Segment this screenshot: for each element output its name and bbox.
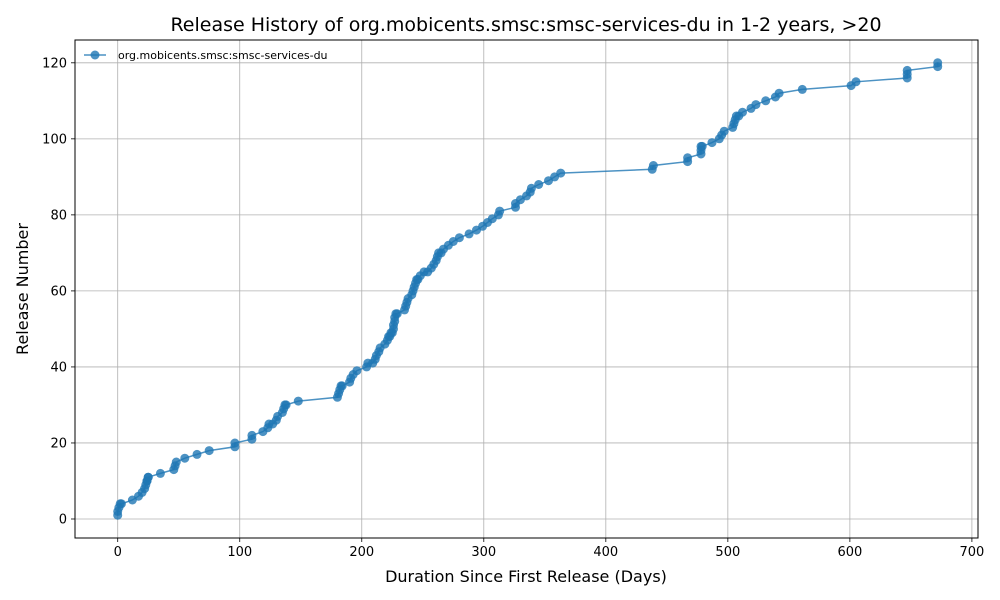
legend: org.mobicents.smsc:smsc-services-du (84, 49, 328, 62)
data-point (247, 430, 257, 440)
x-axis-ticks: 0 100 200 300 400 500 600 700 (114, 538, 984, 560)
data-point (719, 126, 729, 136)
y-tick-label: 20 (50, 436, 67, 451)
data-point (761, 96, 771, 106)
data-point (902, 65, 912, 75)
data-point (352, 366, 362, 376)
data-point (534, 180, 544, 189)
data-point (556, 168, 566, 178)
data-point (464, 229, 474, 239)
data-point (171, 457, 181, 467)
data-point (851, 77, 861, 87)
x-tick-label: 500 (715, 545, 740, 560)
y-tick-label: 60 (50, 284, 67, 299)
x-tick-label: 0 (114, 545, 122, 560)
y-axis-title: Release Number (13, 223, 32, 355)
y-tick-label: 80 (50, 208, 67, 223)
y-tick-label: 40 (50, 360, 67, 375)
x-tick-label: 700 (959, 545, 984, 560)
chart-title: Release History of org.mobicents.smsc:sm… (170, 14, 881, 36)
data-point (454, 233, 464, 243)
series-layer (113, 58, 943, 520)
plot-frame (74, 39, 979, 539)
y-tick-label: 100 (42, 132, 67, 147)
legend-marker-swatch (90, 50, 100, 60)
data-point (116, 499, 126, 509)
x-axis-title: Duration Since First Release (Days) (385, 567, 667, 586)
x-tick-label: 100 (227, 545, 252, 560)
legend-label: org.mobicents.smsc:smsc-services-du (118, 49, 328, 62)
data-point (143, 472, 153, 482)
grid (75, 40, 978, 538)
data-point (230, 438, 240, 448)
data-point (293, 396, 303, 406)
data-point (495, 206, 505, 216)
data-point (707, 138, 717, 148)
data-point (751, 100, 761, 110)
data-point (192, 449, 202, 459)
data-point (697, 141, 707, 151)
y-tick-label: 120 (42, 56, 67, 71)
x-tick-label: 200 (349, 545, 374, 560)
data-point (797, 84, 807, 94)
data-point (337, 381, 347, 391)
y-axis-ticks: 0 20 40 60 80 100 120 (42, 56, 75, 527)
data-point (204, 446, 214, 456)
data-point (933, 58, 943, 68)
data-point (392, 309, 402, 319)
x-tick-label: 600 (837, 545, 862, 560)
x-tick-label: 300 (471, 545, 496, 560)
data-point (648, 161, 658, 170)
data-point (683, 153, 693, 163)
data-point (526, 183, 536, 193)
plot-area (75, 40, 978, 538)
x-tick-label: 400 (593, 545, 618, 560)
data-point (155, 468, 165, 478)
y-tick-label: 0 (59, 512, 67, 527)
data-point (281, 400, 291, 410)
data-point (774, 88, 784, 98)
data-point (180, 453, 190, 463)
data-point (738, 107, 747, 117)
